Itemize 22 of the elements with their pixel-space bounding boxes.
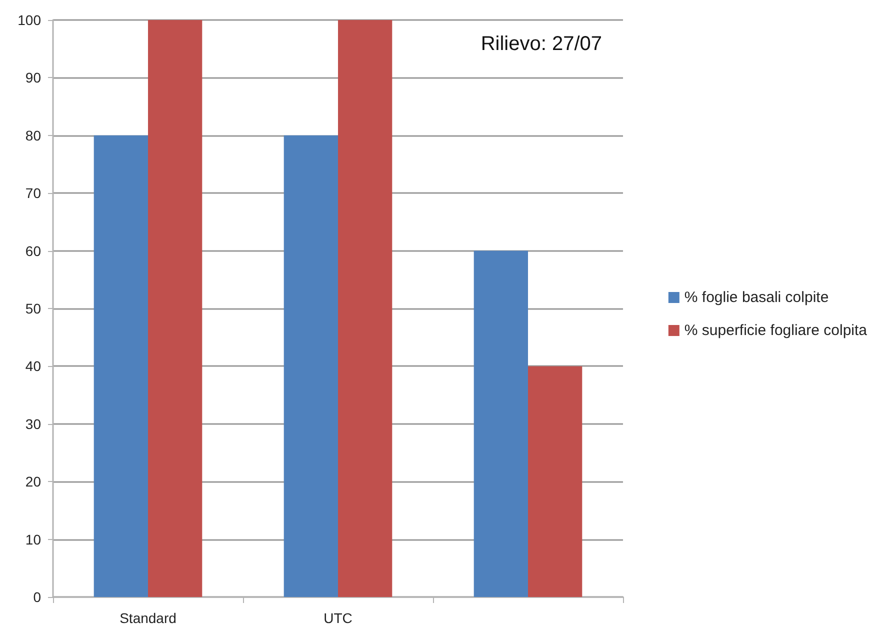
y-tick-label: 100	[18, 12, 42, 28]
y-tick-label: 90	[25, 70, 42, 86]
y-tick-label: 10	[25, 531, 42, 548]
y-tick-label: 0	[33, 589, 42, 605]
y-tick-label: 50	[25, 300, 42, 316]
y-tick-label: 30	[25, 416, 42, 432]
y-tick-label: 60	[25, 242, 42, 259]
legend-label: % superficie fogliare colpita	[684, 322, 868, 339]
legend-label: % foglie basali colpite	[684, 289, 829, 306]
y-tick-label: 20	[25, 474, 42, 490]
y-tick-label: 70	[25, 185, 42, 202]
x-tick-label: Standard	[120, 610, 176, 626]
annotation: Rilievo: 27/07	[480, 33, 602, 55]
bar	[148, 20, 202, 597]
x-tick-label: UTC	[324, 610, 352, 626]
y-tick-label: 80	[25, 127, 42, 144]
bar	[528, 366, 582, 597]
bar	[284, 135, 338, 597]
bar	[94, 135, 148, 597]
bar	[338, 20, 392, 597]
y-tick-label: 40	[25, 358, 42, 374]
bar	[474, 250, 528, 597]
